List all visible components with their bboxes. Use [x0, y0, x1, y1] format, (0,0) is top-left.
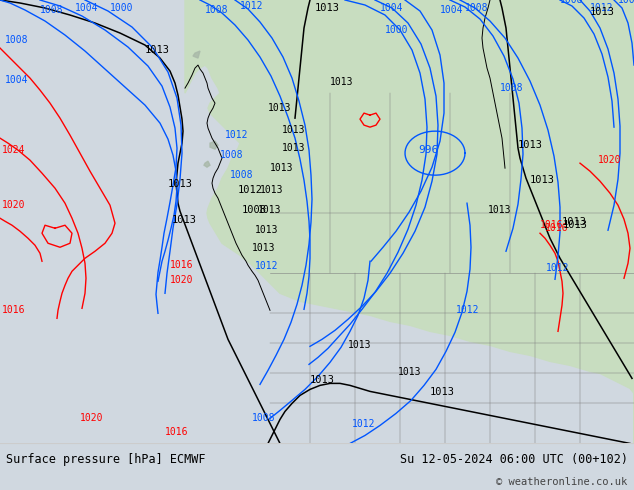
Text: 1016: 1016: [165, 427, 188, 438]
Text: 1013: 1013: [310, 375, 335, 386]
Text: 1013: 1013: [282, 143, 306, 153]
Text: 1013: 1013: [590, 7, 615, 17]
Text: 1020: 1020: [80, 414, 103, 423]
Text: 1008: 1008: [500, 83, 524, 93]
Text: 1008: 1008: [5, 35, 29, 45]
Text: 1013: 1013: [348, 341, 372, 350]
Text: 1008: 1008: [465, 3, 489, 13]
Text: 1012: 1012: [352, 419, 375, 429]
Text: 1013: 1013: [518, 140, 543, 150]
Text: 1016: 1016: [540, 220, 564, 230]
Text: 1012: 1012: [240, 1, 264, 11]
Text: 1016: 1016: [2, 305, 25, 316]
Text: 1016: 1016: [170, 260, 193, 270]
Text: 1013: 1013: [563, 220, 588, 230]
Text: 1008: 1008: [252, 414, 276, 423]
Text: 1000: 1000: [618, 0, 634, 5]
Text: 1012: 1012: [456, 305, 479, 316]
Text: 1000: 1000: [110, 3, 134, 13]
Text: 1012: 1012: [238, 185, 263, 195]
Text: 1013: 1013: [270, 163, 294, 173]
Text: 1013: 1013: [488, 205, 512, 215]
Text: 1013: 1013: [268, 103, 292, 113]
Text: 1013: 1013: [168, 179, 193, 189]
Text: 1012: 1012: [546, 263, 569, 273]
Text: 1020: 1020: [598, 155, 621, 165]
Text: 1013: 1013: [252, 243, 276, 253]
Text: Su 12-05-2024 06:00 UTC (00+102): Su 12-05-2024 06:00 UTC (00+102): [399, 453, 628, 466]
Text: Surface pressure [hPa] ECMWF: Surface pressure [hPa] ECMWF: [6, 453, 206, 466]
Text: 1020: 1020: [2, 200, 25, 210]
Text: 1012: 1012: [225, 130, 249, 140]
Text: 1013: 1013: [282, 125, 306, 135]
Text: 1012: 1012: [255, 261, 278, 271]
Text: 1016: 1016: [545, 223, 569, 233]
Text: 1013: 1013: [562, 217, 587, 227]
Text: 1008: 1008: [205, 5, 228, 15]
Text: 1013: 1013: [260, 185, 283, 195]
Text: 1008: 1008: [242, 205, 267, 215]
Polygon shape: [204, 161, 210, 167]
Text: 996: 996: [418, 145, 438, 155]
Text: 1013: 1013: [145, 45, 170, 55]
Text: 1024: 1024: [2, 145, 25, 155]
Text: 1000: 1000: [385, 25, 408, 35]
Polygon shape: [210, 141, 218, 149]
Text: 1013: 1013: [330, 77, 354, 87]
Text: 1004: 1004: [440, 5, 463, 15]
Text: 1013: 1013: [530, 175, 555, 185]
Text: 1004: 1004: [380, 3, 403, 13]
Text: 1013: 1013: [255, 225, 278, 235]
Text: 1008: 1008: [230, 170, 254, 180]
Text: 1008: 1008: [560, 0, 583, 5]
Text: 1013: 1013: [315, 3, 340, 13]
Polygon shape: [185, 0, 634, 443]
Text: 1004: 1004: [5, 75, 29, 85]
Text: 1012: 1012: [590, 3, 614, 13]
Text: 1013: 1013: [172, 215, 197, 225]
Text: 1004: 1004: [75, 3, 98, 13]
Text: 1008: 1008: [220, 150, 243, 160]
Text: © weatheronline.co.uk: © weatheronline.co.uk: [496, 477, 628, 487]
Text: 1013: 1013: [430, 388, 455, 397]
Text: 1020: 1020: [170, 275, 193, 285]
Text: 1013: 1013: [398, 368, 422, 377]
Text: 1013: 1013: [258, 205, 281, 215]
Polygon shape: [193, 51, 200, 58]
Text: 1008: 1008: [40, 5, 63, 15]
